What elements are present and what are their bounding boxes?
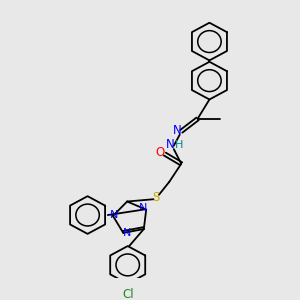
Text: H: H (175, 140, 183, 150)
Text: N: N (123, 228, 131, 238)
Text: S: S (152, 190, 160, 203)
Text: N: N (166, 138, 175, 152)
Text: N: N (173, 124, 182, 137)
Text: Cl: Cl (122, 288, 134, 300)
Text: N: N (139, 203, 147, 213)
Text: N: N (110, 209, 118, 220)
Text: O: O (156, 146, 165, 160)
